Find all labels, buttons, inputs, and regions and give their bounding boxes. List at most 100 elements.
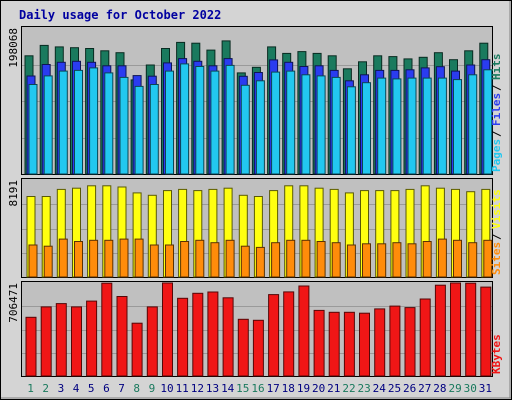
bar-pages-day-31 (483, 69, 493, 175)
bar-kbytes-day-2 (40, 306, 52, 377)
bar-pages-day-24 (377, 77, 387, 175)
x-tick-label: 1 (27, 382, 34, 395)
bar-kbytes-day-17 (268, 294, 280, 377)
bar-sites-day-14 (225, 239, 235, 278)
bar-sites-day-29 (453, 239, 462, 278)
bar-kbytes-day-9 (146, 306, 158, 377)
x-tick-label: 24 (373, 382, 387, 395)
x-tick-label: 17 (267, 382, 280, 395)
bar-kbytes-day-24 (374, 308, 386, 377)
x-tick-label: 26 (403, 382, 416, 395)
bar-pages-day-4 (74, 69, 83, 175)
x-tick-label: 5 (88, 382, 95, 395)
bar-kbytes-day-25 (389, 305, 401, 377)
x-tick-label: 10 (160, 382, 173, 395)
x-tick-label: 15 (236, 382, 249, 395)
bar-pages-day-27 (422, 77, 432, 175)
x-tick-label: 19 (297, 382, 310, 395)
x-tick-label: 29 (448, 382, 461, 395)
bar-sites-day-20 (316, 241, 326, 278)
bar-sites-day-8 (134, 238, 144, 278)
bar-kbytes-day-23 (359, 312, 370, 377)
bar-pages-day-17 (271, 71, 281, 175)
bar-sites-day-13 (210, 242, 220, 278)
bar-sites-day-25 (392, 242, 402, 278)
bar-pages-day-10 (165, 70, 174, 175)
bar-kbytes-day-13 (207, 291, 219, 377)
bar-pages-day-28 (437, 77, 447, 175)
bar-kbytes-day-8 (131, 322, 143, 377)
bar-pages-day-16 (255, 80, 265, 175)
bar-kbytes-day-5 (86, 300, 98, 377)
bar-pages-day-18 (286, 70, 296, 175)
bar-pages-day-25 (392, 78, 402, 175)
x-tick-label: 3 (58, 382, 65, 395)
x-tick-label: 6 (103, 382, 110, 395)
panel-1-ymax-label: 198068 (7, 28, 20, 68)
bar-pages-day-22 (346, 86, 356, 175)
bar-sites-day-12 (195, 239, 205, 278)
x-tick-label: 27 (418, 382, 431, 395)
bar-sites-day-24 (377, 243, 387, 278)
bar-kbytes-day-16 (252, 319, 264, 377)
bar-pages-day-8 (134, 85, 144, 175)
x-tick-label: 4 (73, 382, 80, 395)
chart-title: Daily usage for October 2022 (19, 8, 221, 22)
bar-pages-day-9 (149, 84, 159, 175)
bar-kbytes-day-19 (298, 285, 310, 377)
bar-kbytes-day-31 (480, 286, 492, 377)
bar-kbytes-day-21 (328, 311, 340, 377)
x-tick-label: 23 (357, 382, 370, 395)
bar-sites-day-23 (362, 243, 371, 278)
bar-kbytes-day-3 (55, 303, 67, 377)
bar-pages-day-13 (210, 70, 220, 175)
bar-sites-day-7 (119, 238, 129, 278)
bar-sites-day-22 (346, 244, 356, 278)
bar-pages-day-5 (89, 67, 99, 175)
bar-sites-day-27 (422, 241, 432, 278)
bar-pages-day-29 (453, 79, 462, 175)
panel-3-ymax-label: 706471 (7, 283, 20, 323)
x-tick-label: 7 (118, 382, 125, 395)
x-tick-label: 28 (433, 382, 446, 395)
legend-separator: / (490, 84, 503, 91)
x-tick-label: 16 (251, 382, 264, 395)
bar-sites-day-26 (407, 243, 417, 278)
bar-pages-day-21 (331, 76, 341, 175)
bar-pages-day-2 (43, 75, 53, 175)
x-tick-label: 2 (42, 382, 49, 395)
bar-sites-day-28 (437, 238, 447, 278)
x-tick-label: 22 (342, 382, 355, 395)
bar-sites-day-30 (468, 242, 478, 278)
x-tick-label: 21 (327, 382, 340, 395)
bar-pages-day-7 (119, 76, 129, 175)
bar-pages-day-3 (58, 70, 68, 175)
bar-pages-day-12 (195, 66, 205, 175)
x-tick-label: 25 (388, 382, 401, 395)
bar-kbytes-day-18 (283, 291, 295, 377)
bar-pages-day-11 (180, 63, 190, 175)
bar-kbytes-day-26 (404, 307, 416, 377)
bar-sites-day-1 (28, 244, 38, 278)
x-tick-label: 18 (282, 382, 295, 395)
bar-sites-day-10 (165, 244, 174, 278)
x-tick-label: 9 (149, 382, 156, 395)
legend-separator: / (490, 233, 503, 240)
bar-pages-day-6 (104, 72, 114, 175)
bar-sites-day-17 (271, 242, 281, 278)
bar-sites-day-19 (301, 239, 311, 278)
bar-kbytes-day-14 (222, 297, 234, 377)
bar-pages-day-1 (28, 84, 38, 175)
bar-sites-day-18 (286, 239, 296, 278)
bar-kbytes-day-11 (177, 297, 189, 377)
legend-pages: Pages (490, 139, 503, 172)
bar-kbytes-day-22 (343, 311, 355, 377)
x-tick-label: 30 (464, 382, 477, 395)
bar-pages-day-30 (468, 74, 478, 175)
x-tick-label: 13 (206, 382, 219, 395)
bar-kbytes-day-12 (192, 292, 204, 377)
legend-files: Files (490, 93, 503, 126)
legend-sites: Sites (490, 242, 503, 275)
x-tick-label: 8 (133, 382, 140, 395)
